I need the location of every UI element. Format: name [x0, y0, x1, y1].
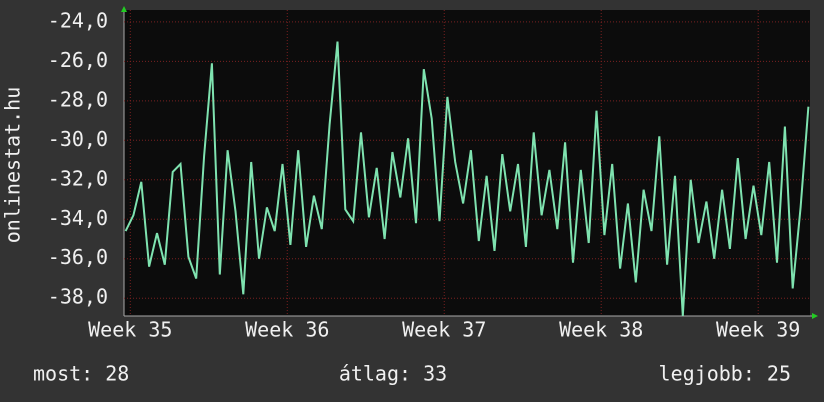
- x-tick-label: Week 38: [559, 318, 643, 342]
- x-tick-label: Week 36: [245, 318, 329, 342]
- x-tick-label: Week 35: [88, 318, 172, 342]
- y-tick-label: -34,0: [48, 206, 108, 230]
- y-tick-label: -28,0: [48, 87, 108, 111]
- y-axis-label: onlinestat.hu: [1, 87, 25, 244]
- y-tick-label: -38,0: [48, 285, 108, 309]
- y-tick-label: -32,0: [48, 166, 108, 190]
- footer-best: legjobb: 25: [659, 362, 791, 386]
- footer-average: átlag: 33: [339, 362, 447, 386]
- y-tick-label: -30,0: [48, 127, 108, 151]
- y-tick-label: -24,0: [48, 8, 108, 32]
- y-tick-label: -26,0: [48, 48, 108, 72]
- x-tick-label: Week 37: [402, 318, 486, 342]
- x-arrow: [812, 313, 818, 319]
- y-tick-label: -36,0: [48, 245, 108, 269]
- footer-current: most: 28: [33, 362, 129, 386]
- data-line: [124, 41, 810, 317]
- x-tick-label: Week 39: [716, 318, 800, 342]
- y-arrow: [121, 6, 127, 12]
